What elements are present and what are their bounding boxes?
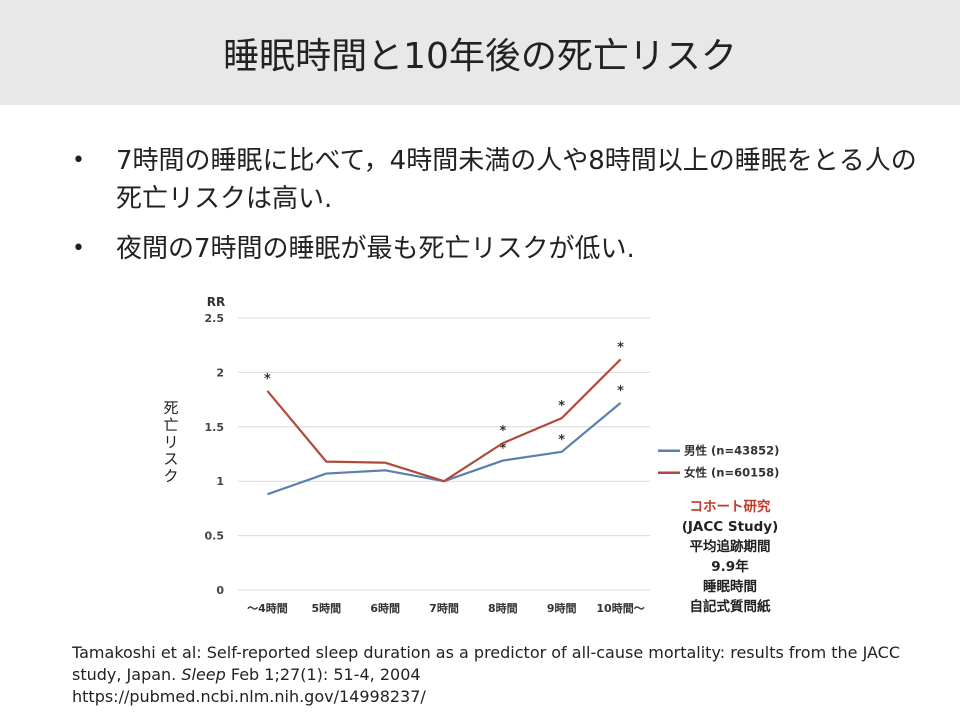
significance-marker: *: [499, 424, 506, 439]
citation-journal: Sleep: [181, 665, 226, 684]
series-line-2: [266, 358, 622, 483]
y-tick-label: 1: [216, 475, 224, 488]
y-tick-label: 0: [216, 584, 224, 597]
x-tick-label: 9時間: [547, 601, 577, 615]
side-label-char: ス: [163, 450, 179, 468]
study-note: コホート研究 (JACC Study) 平均追跡期間 9.9年 睡眠時間 自記式…: [660, 497, 800, 617]
significance-marker: *: [558, 433, 565, 448]
bullet-dot-icon: •: [72, 148, 85, 173]
x-tick-label: 8時間: [488, 601, 518, 615]
bullet-item: • 7時間の睡眠に比べて，4時間未満の人や8時間以上の睡眠をとる人の死亡リスクは…: [72, 142, 932, 218]
title-bar: 睡眠時間と10年後の死亡リスク: [0, 0, 960, 105]
note-line: コホート研究: [689, 499, 771, 515]
side-label-char: リ: [163, 433, 179, 451]
bullet-text: 夜間の7時間の睡眠が最も死亡リスクが低い.: [116, 234, 635, 264]
citation-text: Feb 1;27(1): 51-4, 2004: [225, 665, 421, 684]
chart: RR 0 0.5 1 1.5 2 2.5 ～4時間 5時間 6時間 7時間 8時間 9時間 10時間～ * *…: [150, 290, 800, 620]
significance-marker: *: [558, 399, 565, 414]
y-tick-label: 1.5: [205, 421, 225, 434]
bullet-text: 7時間の睡眠に比べて，4時間未満の人や8時間以上の睡眠をとる人の死亡リスクは高い…: [116, 146, 917, 214]
x-tick-label: 6時間: [370, 601, 400, 615]
y-axis-side-label: 死 亡 リ ス ク: [160, 400, 182, 485]
x-tick-label: ～4時間: [247, 601, 288, 615]
x-tick-label: 5時間: [311, 601, 341, 615]
x-tick-label: 7時間: [429, 601, 459, 615]
side-label-char: 亡: [163, 416, 179, 434]
bullet-list: • 7時間の睡眠に比べて，4時間未満の人や8時間以上の睡眠をとる人の死亡リスクは…: [72, 142, 932, 280]
citation: Tamakoshi et al: Self-reported sleep dur…: [72, 642, 932, 708]
slide-title: 睡眠時間と10年後の死亡リスク: [223, 35, 737, 77]
line-chart: RR 0 0.5 1 1.5 2 2.5 ～4時間 5時間 6時間 7時間 8時間 9時間 10時間～ * *…: [205, 295, 780, 615]
bullet-dot-icon: •: [72, 236, 85, 261]
note-line: 平均追跡期間: [689, 539, 771, 555]
bullet-item: • 夜間の7時間の睡眠が最も死亡リスクが低い.: [72, 230, 932, 268]
significance-marker: *: [264, 372, 271, 387]
y-tick-label: 2: [216, 366, 224, 379]
note-line: (JACC Study): [681, 519, 779, 535]
significance-marker: *: [499, 442, 506, 457]
citation-url[interactable]: https://pubmed.ncbi.nlm.nih.gov/14998237…: [72, 687, 426, 706]
side-label-char: 死: [163, 399, 179, 417]
note-line: 睡眠時間: [703, 579, 757, 595]
citation-text: Tamakoshi et al: Self-reported sleep dur…: [72, 643, 901, 684]
side-label-char: ク: [163, 467, 179, 485]
note-line: 自記式質問紙: [689, 599, 771, 615]
legend-label: 男性 (n=43852): [684, 444, 779, 458]
y-tick-label: 0.5: [205, 530, 225, 543]
significance-marker: *: [617, 384, 624, 399]
y-tick-label: 2.5: [205, 312, 225, 325]
note-line: 9.9年: [711, 559, 749, 575]
y-axis-title: RR: [207, 295, 225, 309]
significance-marker: *: [617, 340, 624, 355]
legend-label: 女性 (n=60158): [684, 466, 779, 480]
x-tick-label: 10時間～: [596, 601, 644, 615]
